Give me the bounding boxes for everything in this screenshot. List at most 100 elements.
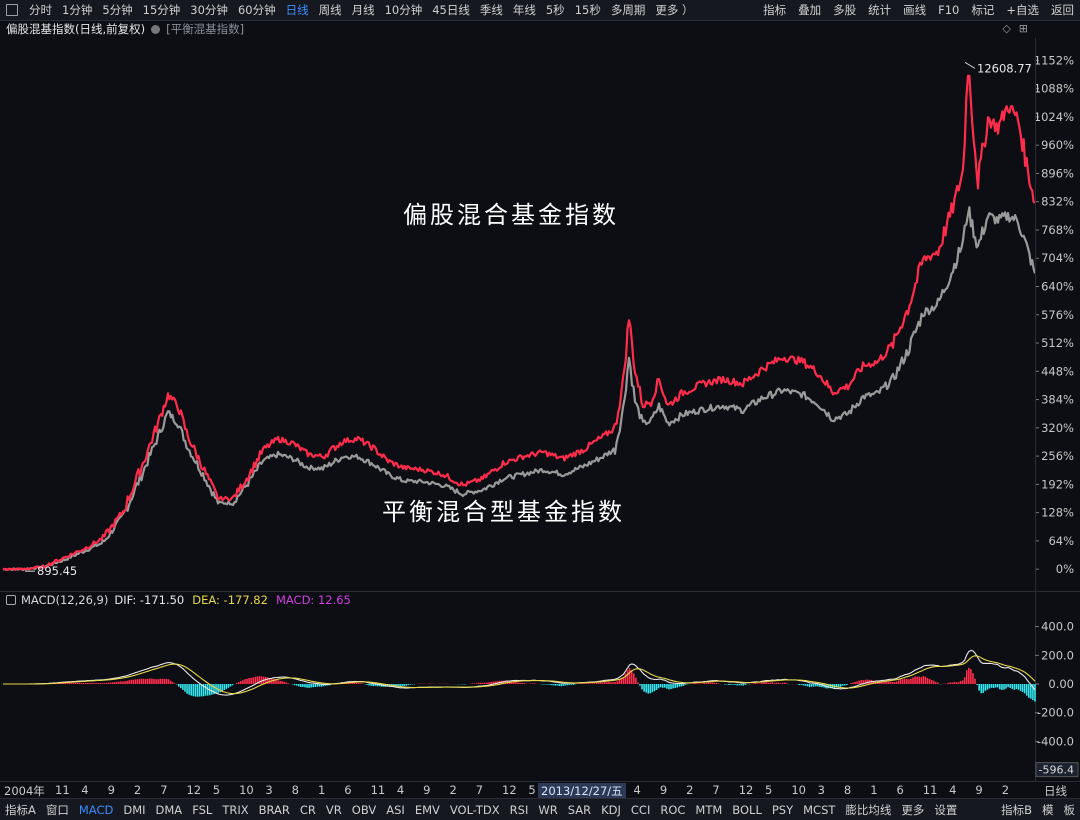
settings-gear-icon[interactable] bbox=[151, 25, 160, 34]
indicator-tab[interactable]: KDJ bbox=[596, 800, 626, 820]
macd-y-tick-label: 200.0 bbox=[1041, 648, 1074, 662]
indicator-tab[interactable]: MACD bbox=[74, 800, 118, 820]
period-tab[interactable]: 15秒 bbox=[570, 0, 606, 20]
indicator-tab[interactable]: OBV bbox=[347, 800, 381, 820]
period-tab[interactable]: 1分钟 bbox=[57, 0, 97, 20]
toolbar-button[interactable]: 指标 bbox=[757, 0, 792, 20]
x-axis-label: 6 bbox=[897, 783, 904, 797]
x-axis-label: 11 bbox=[55, 783, 70, 797]
dea-line bbox=[3, 656, 1035, 694]
indicator-tab[interactable]: DMI bbox=[118, 800, 150, 820]
x-axis-label: 11 bbox=[923, 783, 938, 797]
indicator-tab[interactable]: VOL-TDX bbox=[445, 800, 505, 820]
indicator-tab[interactable]: DMA bbox=[151, 800, 188, 820]
toolbar-button[interactable]: 叠加 bbox=[792, 0, 827, 20]
indicator-tab[interactable]: CR bbox=[295, 800, 321, 820]
x-axis-label: 2 bbox=[686, 783, 693, 797]
layout-icon[interactable]: ⊞ bbox=[1019, 22, 1028, 35]
period-tab[interactable]: 季线 bbox=[475, 0, 508, 20]
period-tab[interactable]: 30分钟 bbox=[185, 0, 233, 20]
indicator-tab[interactable]: MTM bbox=[690, 800, 727, 820]
indicator-tab[interactable]: CCI bbox=[626, 800, 655, 820]
period-tab[interactable]: 更多 ） bbox=[650, 0, 698, 20]
toolbar-button[interactable]: F10 bbox=[932, 0, 965, 20]
macd-y-tick-label: 400.0 bbox=[1041, 620, 1074, 634]
period-tab[interactable]: 60分钟 bbox=[233, 0, 281, 20]
indicator-tab[interactable]: 设置 bbox=[929, 800, 962, 820]
x-axis-label: 7 bbox=[160, 783, 167, 797]
bottombar-right-item[interactable]: 指标B bbox=[996, 802, 1037, 818]
x-axis-label: 4 bbox=[397, 783, 404, 797]
x-axis-label: 3 bbox=[265, 783, 272, 797]
indicator-tab[interactable]: VR bbox=[321, 800, 347, 820]
indicator-tab[interactable]: MCST bbox=[798, 800, 840, 820]
period-tab[interactable]: 45日线 bbox=[427, 0, 475, 20]
indicator-tab[interactable]: RSI bbox=[505, 800, 534, 820]
indicator-tab[interactable]: SAR bbox=[563, 800, 596, 820]
x-axis-label: 12 bbox=[502, 783, 517, 797]
indicator-tab[interactable]: ROC bbox=[655, 800, 690, 820]
indicator-tab[interactable]: 更多 bbox=[896, 800, 929, 820]
x-axis-label: 2 bbox=[1002, 783, 1009, 797]
toolbar-button[interactable]: 标记 bbox=[965, 0, 1000, 20]
toolbar-button[interactable]: +自选 bbox=[1000, 0, 1045, 20]
x-axis-label: 11 bbox=[371, 783, 386, 797]
period-tab[interactable]: 5分钟 bbox=[97, 0, 137, 20]
y-tick-label: 896% bbox=[1041, 166, 1074, 180]
diamond-icon[interactable]: ◇ bbox=[1002, 22, 1010, 35]
x-axis-label: 4 bbox=[81, 783, 88, 797]
x-axis-label: 9 bbox=[975, 783, 982, 797]
indicator-tab[interactable]: 指标A bbox=[0, 800, 41, 820]
chart-titlebar: 偏股混基指数(日线,前复权) [平衡混基指数] bbox=[0, 20, 1035, 38]
macd-label: MACD(12,26,9) bbox=[21, 593, 108, 607]
period-tab[interactable]: 10分钟 bbox=[380, 0, 428, 20]
toolbar-button[interactable]: 返回 bbox=[1045, 0, 1080, 20]
toolbar-button[interactable]: 画线 bbox=[897, 0, 932, 20]
macd-y-tick-label: 0.00 bbox=[1048, 677, 1074, 691]
indicator-tab[interactable]: TRIX bbox=[217, 800, 253, 820]
indicator-tab[interactable]: EMV bbox=[410, 800, 445, 820]
bottombar-right-item[interactable]: 模 bbox=[1037, 802, 1059, 818]
x-axis-label: 7 bbox=[712, 783, 719, 797]
x-axis: 2004年11492712510381611492712510611492712… bbox=[0, 781, 1080, 798]
period-tab[interactable]: 多周期 bbox=[606, 0, 651, 20]
index-name: 偏股混基指数(日线,前复权) bbox=[6, 21, 145, 37]
macd-settings-icon[interactable] bbox=[6, 595, 16, 605]
y-tick-label: 448% bbox=[1041, 364, 1074, 378]
indicator-tab[interactable]: PSY bbox=[767, 800, 798, 820]
y-tick-label: 768% bbox=[1041, 223, 1074, 237]
period-tab[interactable]: 月线 bbox=[347, 0, 380, 20]
toolbar-button[interactable]: 多股 bbox=[827, 0, 862, 20]
menu-icon[interactable] bbox=[6, 4, 18, 16]
period-tab[interactable]: 15分钟 bbox=[138, 0, 186, 20]
period-tab[interactable]: 分时 bbox=[24, 0, 57, 20]
y-tick-label: 512% bbox=[1041, 336, 1074, 350]
period-tab[interactable]: 日线 bbox=[281, 0, 314, 20]
indicator-tab[interactable]: 膨比均线 bbox=[840, 800, 896, 820]
period-tab[interactable]: 周线 bbox=[314, 0, 347, 20]
indicator-tab[interactable]: WR bbox=[533, 800, 562, 820]
indicator-tab[interactable]: ASI bbox=[381, 800, 410, 820]
x-axis-label: 2 bbox=[134, 783, 141, 797]
period-tab[interactable]: 5秒 bbox=[541, 0, 570, 20]
macd-value-label: MACD: 12.65 bbox=[276, 593, 351, 607]
y-tick-label: 1152% bbox=[1034, 53, 1074, 67]
y-tick-label: 256% bbox=[1041, 449, 1074, 463]
x-axis-label: 5 bbox=[213, 783, 220, 797]
indicator-tab[interactable]: BRAR bbox=[254, 800, 295, 820]
y-tick-label: 1024% bbox=[1034, 110, 1074, 124]
bottombar-right-item[interactable]: 板 bbox=[1059, 802, 1080, 818]
indicator-tab[interactable]: 窗口 bbox=[41, 800, 74, 820]
indicator-tab[interactable]: BOLL bbox=[727, 800, 767, 820]
indicator-tab[interactable]: FSL bbox=[187, 800, 217, 820]
y-tick-label: 320% bbox=[1041, 421, 1074, 435]
toolbar-button[interactable]: 统计 bbox=[862, 0, 897, 20]
period-tab[interactable]: 年线 bbox=[508, 0, 541, 20]
x-axis-label: 4 bbox=[634, 783, 641, 797]
